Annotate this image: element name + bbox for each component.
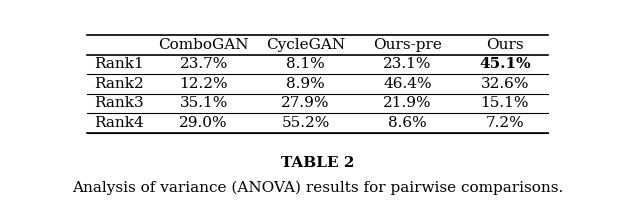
Text: Rank2: Rank2 xyxy=(94,77,144,91)
Text: Rank4: Rank4 xyxy=(94,116,144,130)
Text: 23.7%: 23.7% xyxy=(179,57,228,71)
Text: 23.1%: 23.1% xyxy=(383,57,432,71)
Text: 32.6%: 32.6% xyxy=(480,77,529,91)
Text: 12.2%: 12.2% xyxy=(179,77,228,91)
Text: Analysis of variance (ANOVA) results for pairwise comparisons.: Analysis of variance (ANOVA) results for… xyxy=(72,180,564,194)
Text: 7.2%: 7.2% xyxy=(485,116,524,130)
Text: 35.1%: 35.1% xyxy=(179,96,228,110)
Text: 55.2%: 55.2% xyxy=(281,116,330,130)
Text: ComboGAN: ComboGAN xyxy=(158,38,249,52)
Text: Rank1: Rank1 xyxy=(94,57,144,71)
Text: 45.1%: 45.1% xyxy=(479,57,531,71)
Text: TABLE 2: TABLE 2 xyxy=(281,156,355,170)
Text: 15.1%: 15.1% xyxy=(480,96,529,110)
Text: CycleGAN: CycleGAN xyxy=(266,38,345,52)
Text: 21.9%: 21.9% xyxy=(383,96,432,110)
Text: Ours-pre: Ours-pre xyxy=(373,38,442,52)
Text: 8.9%: 8.9% xyxy=(286,77,325,91)
Text: 8.6%: 8.6% xyxy=(388,116,427,130)
Text: 29.0%: 29.0% xyxy=(179,116,228,130)
Text: 46.4%: 46.4% xyxy=(383,77,432,91)
Text: 27.9%: 27.9% xyxy=(281,96,330,110)
Text: Ours: Ours xyxy=(486,38,523,52)
Text: Rank3: Rank3 xyxy=(94,96,143,110)
Text: 8.1%: 8.1% xyxy=(286,57,325,71)
